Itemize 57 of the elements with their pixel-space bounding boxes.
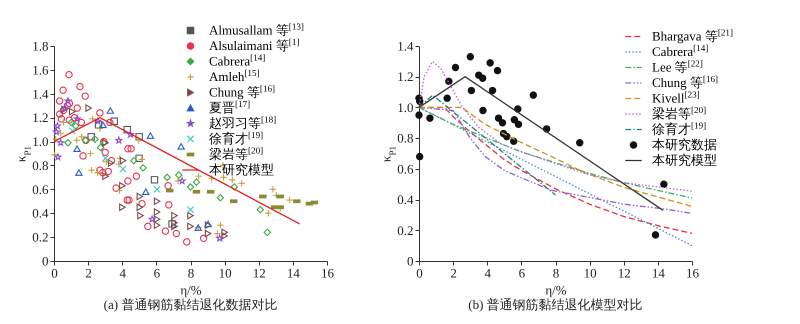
y-tick-label: 0 — [42, 254, 48, 268]
y-tick-label: 0.2 — [397, 222, 414, 238]
y-tick-label: 0.6 — [32, 182, 49, 197]
x-tick-label: 8 — [552, 266, 560, 280]
legend-label: Cabrera$^{[14]}$ — [652, 43, 708, 59]
legend-label: 夏晋$^{[17]}$ — [209, 99, 250, 115]
legend-label: Cabrera$^{[14]}$ — [209, 52, 266, 68]
x-tick-label: 16 — [686, 266, 700, 280]
x-tick-label: 12 — [252, 266, 266, 280]
legend-label: 梁岩等$^{[20]}$ — [209, 146, 264, 162]
x-tick-label: 16 — [321, 266, 334, 280]
x-tick-label: 2 — [85, 266, 92, 280]
legend-label: Bhargava 等$^{[21]}$ — [652, 28, 733, 44]
legend-label: 赵羽习等$^{[18]}$ — [209, 114, 276, 130]
legend-label: Alsulaimani 等$^{[1]}$ — [209, 37, 300, 53]
y-tick-label: 1.0 — [397, 100, 414, 115]
legend-label: 徐育才$^{[19]}$ — [209, 130, 264, 146]
legend-label: Chung 等$^{[16]}$ — [652, 74, 718, 90]
y-tick-label: 0.4 — [397, 192, 414, 208]
y-tick-label: 1.2 — [32, 110, 48, 126]
legend-label: Chung 等$^{[16]}$ — [209, 84, 276, 100]
x-tick-label: 4 — [484, 266, 492, 280]
x-tick-label: 14 — [286, 266, 300, 280]
y-tick-label: 0.8 — [32, 158, 48, 173]
x-tick-label: 10 — [584, 266, 597, 280]
y-tick-label: 0.2 — [32, 230, 48, 245]
text: (a) 普通钢筋黏结退化数据对比 — [104, 297, 278, 312]
x-tick-label: 10 — [218, 266, 232, 280]
legend-label: 本研究模型 — [209, 162, 274, 177]
y-tick-label: 0.4 — [32, 206, 49, 221]
x-tick-label: 6 — [518, 266, 526, 280]
legend-label: 本研究模型 — [652, 152, 717, 168]
y-tick-label: 0.6 — [397, 161, 414, 176]
legend-label: Amleh$^{[15]}$ — [209, 68, 260, 84]
x-tick-label: 4 — [120, 266, 126, 280]
x-tick-label: 12 — [618, 266, 631, 280]
legend-label: Lee 等$^{[22]}$ — [652, 58, 703, 74]
x-axis-title: η/% — [545, 282, 567, 298]
y-tick-label: 1.2 — [397, 69, 414, 84]
y-tick-label: 1.6 — [32, 62, 49, 78]
y-tick-label: 1.0 — [32, 134, 48, 150]
legend-label: Almusallam 等$^{[13]}$ — [209, 22, 304, 38]
legend-label: Kivell$^{[23]}$ — [652, 90, 700, 106]
y-tick-label: 1.4 — [397, 38, 414, 54]
x-tick-label: 2 — [450, 266, 457, 280]
x-axis-title: η/% — [180, 282, 202, 298]
x-tick-label: 8 — [188, 266, 194, 280]
legend-label: 本研究数据 — [652, 137, 717, 152]
y-tick-label: 1.4 — [32, 86, 49, 102]
y-tick-label: 0 — [407, 254, 414, 268]
y-tick-label: 0.8 — [397, 130, 414, 146]
text: (b) 普通钢筋黏结退化模型对比 — [468, 297, 643, 312]
y-tick-label: 1.8 — [32, 38, 48, 54]
legend-label: 梁岩等$^{[20]}$ — [652, 105, 706, 121]
x-tick-label: 14 — [652, 266, 666, 280]
x-tick-label: 6 — [154, 266, 161, 280]
legend-label: 徐育才$^{[19]}$ — [652, 120, 706, 136]
